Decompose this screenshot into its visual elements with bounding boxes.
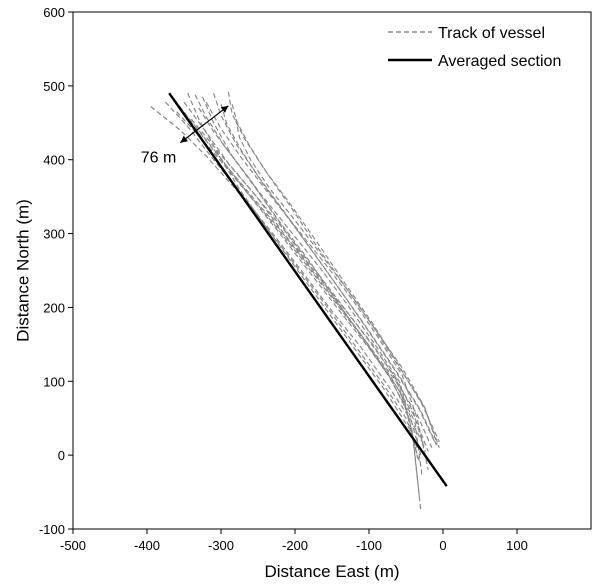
y-axis-title: Distance North (m) xyxy=(13,199,32,342)
vessel-track-12 xyxy=(198,107,422,511)
vessel-track-16 xyxy=(235,118,438,445)
y-tick-label: 300 xyxy=(43,227,65,242)
annotation-label: 76 m xyxy=(141,150,177,167)
x-axis-ticks: -500 -400 -300 -200 -100 0 100 xyxy=(60,529,528,553)
y-tick-label: 500 xyxy=(43,79,65,94)
vessel-track-11 xyxy=(183,101,420,496)
y-tick-label: 200 xyxy=(43,300,65,315)
vessel-track-3 xyxy=(187,92,422,467)
x-tick-label: -500 xyxy=(60,538,86,553)
x-axis-title: Distance East (m) xyxy=(264,562,399,581)
y-tick-label: 0 xyxy=(58,448,65,463)
x-tick-label: -400 xyxy=(134,538,160,553)
vessel-track-7 xyxy=(220,104,438,447)
annotation-arrowhead-start xyxy=(180,135,188,143)
x-tick-label: 0 xyxy=(439,538,446,553)
y-tick-label: -100 xyxy=(39,522,65,537)
width-annotation: 76 m xyxy=(141,105,229,167)
legend: Track of vessel Averaged section xyxy=(388,25,561,70)
annotation-arrowhead-end xyxy=(220,105,229,113)
vessel-tracks xyxy=(150,91,440,511)
y-tick-label: 400 xyxy=(43,153,65,168)
plot-frame xyxy=(72,11,592,530)
legend-label-track-of-vessel: Track of vessel xyxy=(438,25,545,42)
vessel-track-9 xyxy=(231,104,440,449)
x-tick-label: -300 xyxy=(208,538,234,553)
y-tick-label: 100 xyxy=(43,374,65,389)
x-tick-label: -200 xyxy=(282,538,308,553)
vessel-track-8 xyxy=(227,91,440,443)
y-axis-ticks: -100 0 100 200 300 400 500 600 xyxy=(39,5,73,537)
averaged-section-line xyxy=(168,92,448,487)
vessel-track-17 xyxy=(190,118,426,452)
averaged-section-layer xyxy=(168,92,448,487)
x-tick-label: 100 xyxy=(506,538,528,553)
annotation-arrow-line xyxy=(179,105,229,144)
vessel-track-13 xyxy=(205,101,429,471)
y-tick-label: 600 xyxy=(43,5,65,20)
x-tick-label: -100 xyxy=(356,538,382,553)
vessel-track-2 xyxy=(165,101,426,447)
vessel-track-4 xyxy=(194,94,429,452)
vessel-track-1 xyxy=(150,106,418,449)
legend-label-averaged-section: Averaged section xyxy=(438,53,561,70)
